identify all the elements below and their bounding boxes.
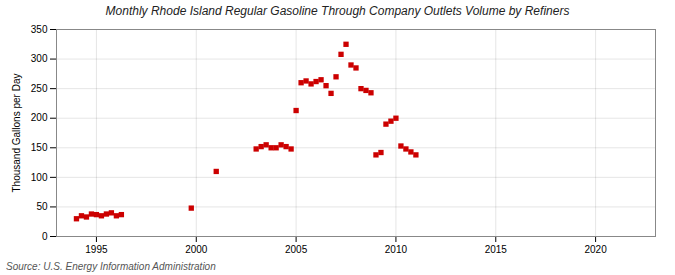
svg-text:350: 350	[31, 24, 48, 35]
svg-text:2005: 2005	[285, 244, 308, 255]
svg-text:2020: 2020	[584, 244, 607, 255]
svg-text:0: 0	[42, 231, 48, 242]
svg-text:100: 100	[31, 172, 48, 183]
svg-text:300: 300	[31, 53, 48, 64]
svg-text:250: 250	[31, 83, 48, 94]
html-text:Monthly Rhode Island Regular G: Monthly Rhode Island Regular Gasoline Th…	[105, 4, 570, 18]
svg-text:Thousand Gallons per Day: Thousand Gallons per Day	[11, 74, 22, 193]
svg-text:2010: 2010	[385, 244, 408, 255]
svg-text:2000: 2000	[185, 244, 208, 255]
svg-text:200: 200	[31, 112, 48, 123]
svg-text:150: 150	[31, 142, 48, 153]
svg-text:2015: 2015	[485, 244, 508, 255]
svg-text:50: 50	[36, 201, 48, 212]
svg-text:1995: 1995	[85, 244, 108, 255]
html-text:Source: U.S. Energy Informatio: Source: U.S. Energy Information Administ…	[6, 261, 216, 272]
